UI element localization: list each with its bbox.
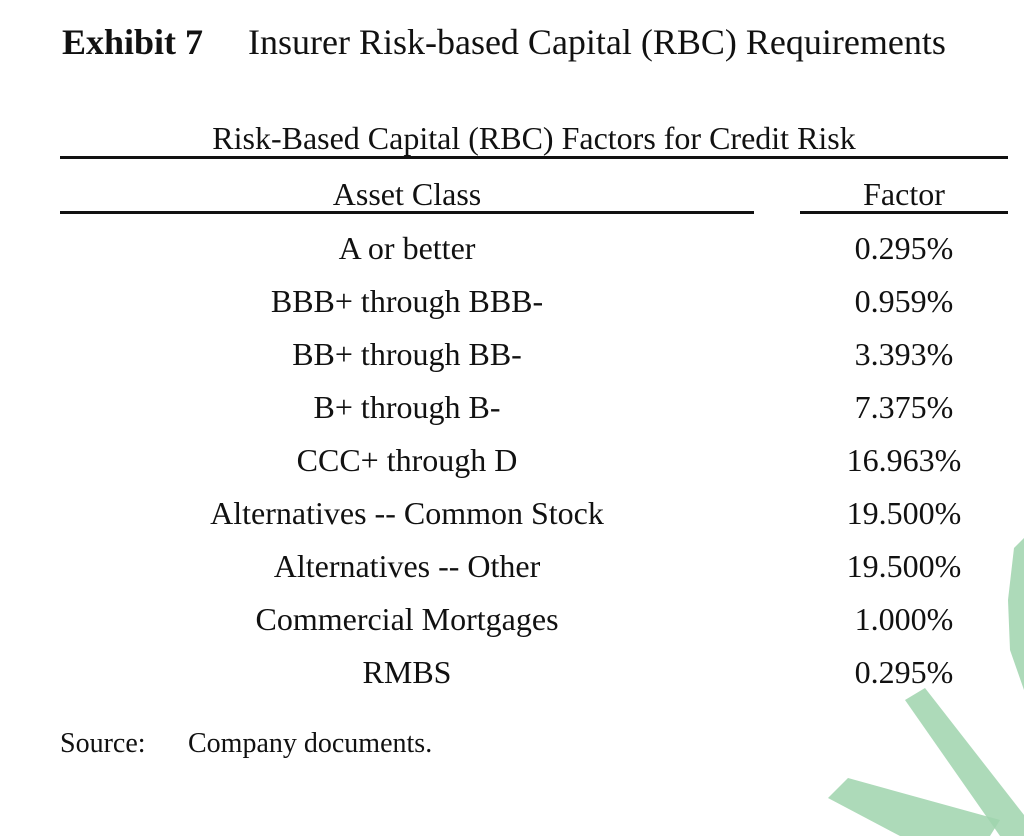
table-row: B+ through B- 7.375%: [60, 381, 1008, 434]
asset-class-cell: Commercial Mortgages: [255, 601, 559, 637]
table-top-rule: [60, 156, 1008, 159]
factor-cell: 16.963%: [846, 442, 962, 478]
asset-class-cell: Alternatives -- Common Stock: [210, 495, 604, 531]
factor-cell: 19.500%: [846, 495, 962, 531]
watermark-stripe-shape: [905, 688, 1024, 836]
asset-class-cell: Alternatives -- Other: [273, 548, 541, 584]
column-header-asset-class: Asset Class: [332, 176, 482, 212]
asset-class-cell: RMBS: [362, 654, 452, 690]
asset-class-cell: B+ through B-: [313, 389, 501, 425]
factor-cell: 0.959%: [854, 283, 954, 319]
factor-cell: 19.500%: [846, 548, 962, 584]
factor-cell: 1.000%: [854, 601, 954, 637]
factor-header-rule: [800, 211, 1008, 214]
exhibit-number: Exhibit 7: [62, 22, 204, 62]
source-note: Source: Company documents.: [60, 724, 432, 764]
asset-class-cell: BBB+ through BBB-: [270, 283, 544, 319]
asset-class-cell: BB+ through BB-: [292, 336, 522, 372]
table-row: BB+ through BB- 3.393%: [60, 328, 1008, 381]
source-text: Company documents.: [188, 728, 433, 759]
table-row: Alternatives -- Common Stock 19.500%: [60, 487, 1008, 540]
exhibit-title-text: Insurer Risk-based Capital (RBC) Require…: [248, 22, 946, 62]
source-label: Source:: [60, 728, 146, 759]
watermark-wedge-shape: [828, 778, 1000, 836]
rbc-factors-table: A or better 0.295% BBB+ through BBB- 0.9…: [60, 222, 1008, 699]
factor-cell: 0.295%: [854, 654, 954, 690]
asset-class-cell: CCC+ through D: [296, 442, 518, 478]
table-row: CCC+ through D 16.963%: [60, 434, 1008, 487]
table-row: BBB+ through BBB- 0.959%: [60, 275, 1008, 328]
table-row: Alternatives -- Other 19.500%: [60, 540, 1008, 593]
factor-cell: 3.393%: [854, 336, 954, 372]
exhibit-title: Exhibit 7 Insurer Risk-based Capital (RBC…: [62, 18, 946, 66]
factor-cell: 0.295%: [854, 230, 954, 266]
asset-class-header-rule: [60, 211, 754, 214]
factor-cell: 7.375%: [854, 389, 954, 425]
column-header-factor: Factor: [863, 176, 945, 212]
asset-class-cell: A or better: [338, 230, 476, 266]
table-row: Commercial Mortgages 1.000%: [60, 593, 1008, 646]
table-title: Risk-Based Capital (RBC) Factors for Cre…: [212, 120, 856, 156]
watermark-arc-shape: [1008, 538, 1024, 690]
table-row: RMBS 0.295%: [60, 646, 1008, 699]
table-row: A or better 0.295%: [60, 222, 1008, 275]
